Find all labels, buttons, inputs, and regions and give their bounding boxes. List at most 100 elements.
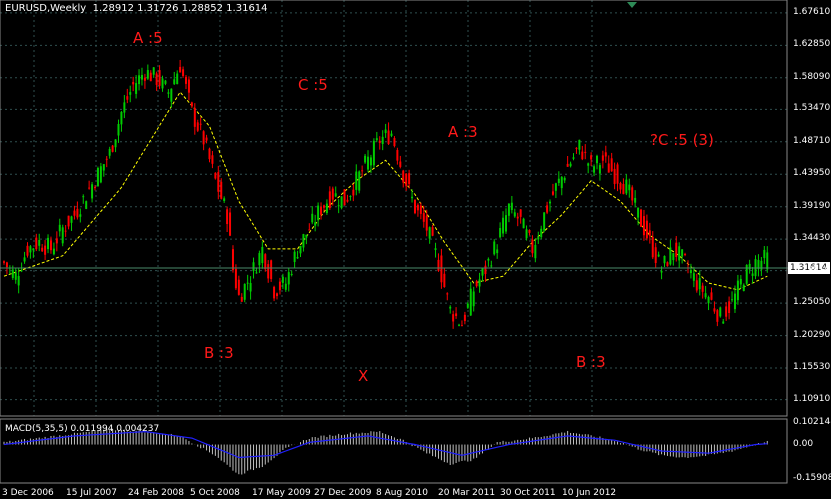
candle-body <box>428 227 431 239</box>
candle-body <box>695 280 698 291</box>
candle-body <box>651 237 654 258</box>
candle-body <box>185 76 188 84</box>
candle-body <box>41 247 44 252</box>
candle-body <box>202 131 205 145</box>
candle-body <box>5 262 8 268</box>
candle-body <box>35 237 38 250</box>
candle-body <box>138 75 141 85</box>
price-tick-label: 1.48710 <box>793 135 831 146</box>
candle-body <box>402 170 405 183</box>
candle-body <box>199 123 202 125</box>
candle-body <box>229 212 232 236</box>
candle-body <box>296 257 299 259</box>
candle-body <box>502 217 505 234</box>
candle-body <box>560 176 563 189</box>
candle-body <box>340 196 343 208</box>
candle-body <box>684 253 687 255</box>
candle-body <box>205 137 208 141</box>
candle-body <box>504 215 507 232</box>
candle-body <box>422 213 425 222</box>
shift-marker-icon <box>627 2 637 8</box>
macd-histogram <box>3 428 768 475</box>
candle-body <box>32 248 35 251</box>
candle-body <box>619 183 622 190</box>
candle-body <box>469 288 472 316</box>
candle-body <box>742 284 745 292</box>
candle-body <box>255 272 258 274</box>
candle-body <box>281 276 284 283</box>
candle-body <box>748 263 751 270</box>
candle-body <box>146 70 149 79</box>
candle-body <box>713 308 716 312</box>
candle-body <box>513 212 516 217</box>
wave-label-a3: A :3 <box>448 123 478 141</box>
moving-average-line <box>3 91 768 291</box>
candle-body <box>525 229 528 239</box>
candle-body <box>322 205 325 208</box>
candle-body <box>258 253 261 266</box>
candle-body <box>484 265 487 274</box>
candle-body <box>692 273 695 281</box>
candle-body <box>278 281 281 291</box>
price-tick-label: 1.20290 <box>793 329 831 340</box>
candle-body <box>443 273 446 288</box>
candle-body <box>111 145 114 152</box>
candle-body <box>120 111 123 125</box>
candle-body <box>416 204 419 211</box>
candle-body <box>29 246 32 253</box>
candle-body <box>67 215 70 227</box>
candle-body <box>47 237 50 250</box>
candle-body <box>70 216 73 223</box>
candle-body <box>325 203 328 213</box>
candle-body <box>663 255 666 264</box>
candle-body <box>613 168 616 185</box>
ma-line <box>3 91 768 291</box>
candle-body <box>701 285 704 292</box>
candle-body <box>628 184 631 191</box>
candle-body <box>132 82 135 85</box>
candle-body <box>543 212 546 231</box>
candle-body <box>736 280 739 301</box>
candle-body <box>384 129 387 134</box>
candle-body <box>704 293 707 298</box>
candle-body <box>76 208 79 218</box>
candle-body <box>217 172 220 192</box>
candle-body <box>411 196 414 199</box>
price-tick-label: 1.43950 <box>793 168 831 179</box>
candle-body <box>763 249 766 259</box>
candle-body <box>252 262 255 272</box>
wave-label-x: X <box>358 367 369 385</box>
candle-body <box>270 260 273 280</box>
candle-body <box>361 170 364 172</box>
price-tick-label: 1.10910 <box>793 393 831 404</box>
candle-body <box>61 227 64 244</box>
candle-body <box>733 293 736 310</box>
time-tick-label: 30 Oct 2011 <box>500 488 556 498</box>
candle-body <box>531 239 534 254</box>
candle-body <box>557 178 560 183</box>
candle-body <box>466 303 469 308</box>
candle-body <box>190 102 193 107</box>
candle-body <box>287 272 290 285</box>
candle-body <box>372 140 375 166</box>
candle-body <box>575 147 578 149</box>
candle-body <box>669 247 672 265</box>
price-tick-label: 1.29810 <box>793 264 831 275</box>
candle-body <box>522 218 525 229</box>
candle-body <box>140 74 143 80</box>
candle-body <box>387 130 390 145</box>
candle-body <box>490 265 493 267</box>
candle-body <box>352 189 355 196</box>
candle-body <box>88 187 91 189</box>
candle-body <box>572 157 575 159</box>
candle-body <box>246 282 249 284</box>
candle-body <box>581 151 584 160</box>
candle-body <box>607 163 610 173</box>
candle-body <box>284 283 287 290</box>
candle-body <box>311 213 314 223</box>
candle-body <box>369 157 372 166</box>
candle-body <box>716 310 719 322</box>
macd-info: MACD(5,35,5) 0.011994 0.004237 <box>5 424 160 434</box>
macd-tick-label: 0.102148 <box>793 416 831 427</box>
